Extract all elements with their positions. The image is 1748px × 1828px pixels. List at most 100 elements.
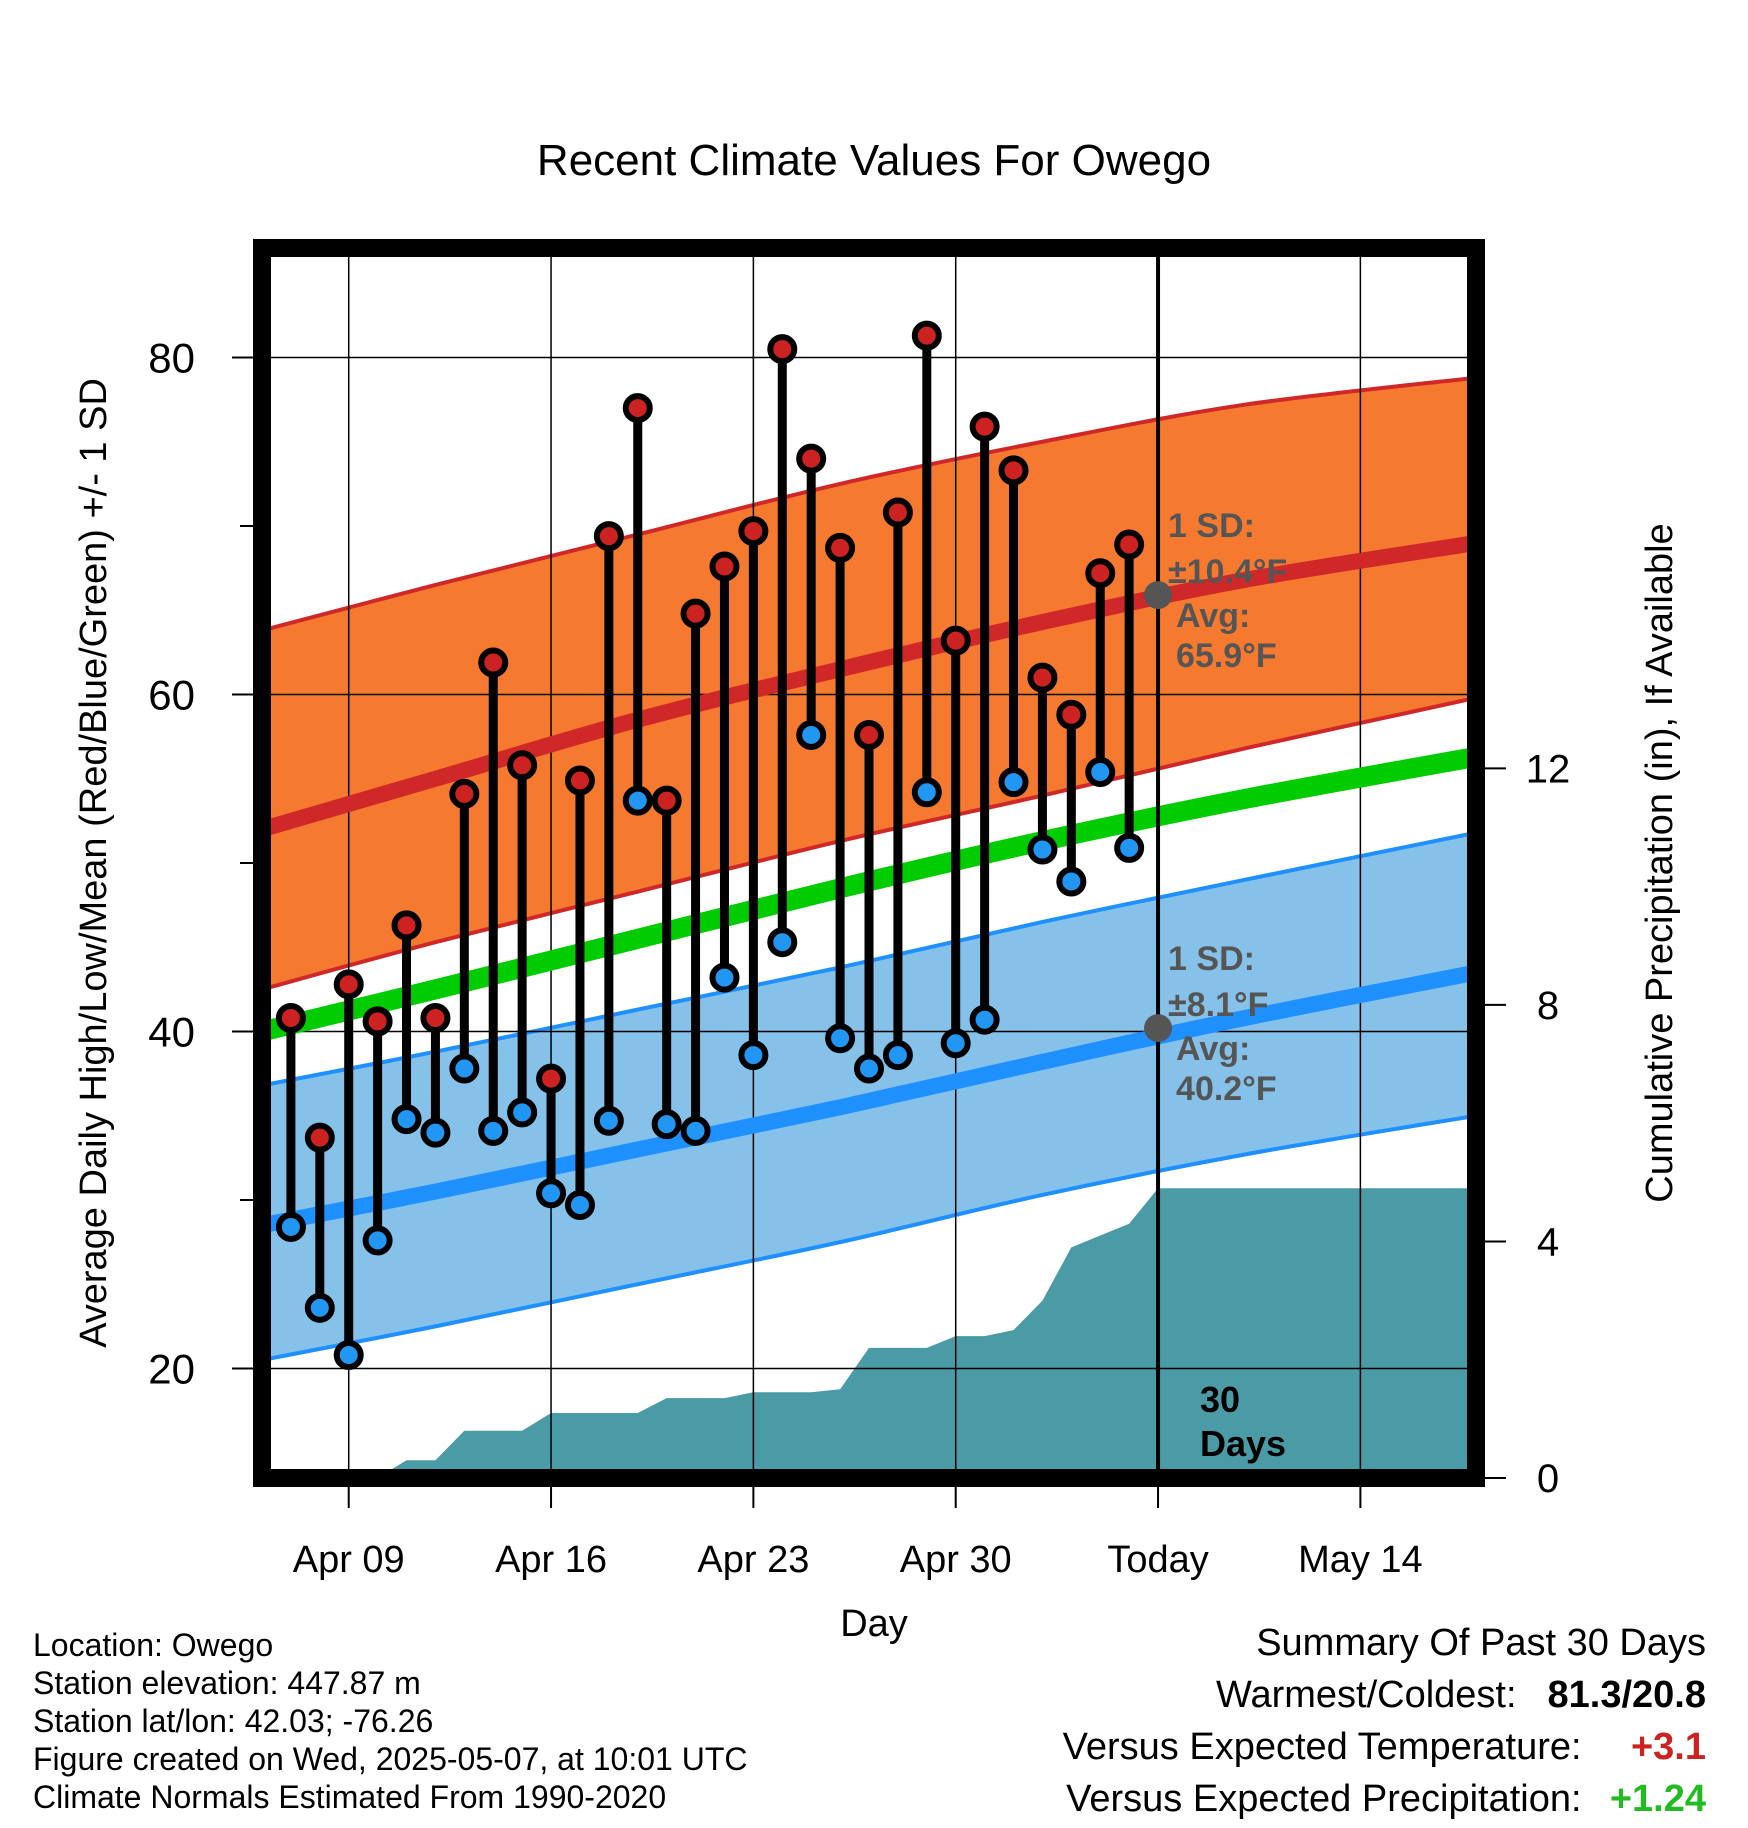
precipitation-area bbox=[262, 1188, 1476, 1478]
low-point bbox=[1056, 866, 1087, 897]
low-point bbox=[854, 1053, 884, 1084]
y-axis-label: Average Daily High/Low/Mean (Red/Blue/Gr… bbox=[73, 378, 115, 1348]
high-point bbox=[478, 647, 509, 678]
temperature-anomaly-label: Versus Expected Temperature: bbox=[1062, 1726, 1582, 1768]
high-point bbox=[680, 598, 711, 629]
high-point bbox=[420, 1003, 451, 1034]
high-point bbox=[709, 551, 740, 582]
high-point bbox=[449, 778, 480, 809]
high-point bbox=[304, 1122, 335, 1153]
high-point bbox=[622, 393, 653, 424]
high-annotation-2: ±10.4°F bbox=[1168, 553, 1287, 591]
y-tick-label: 60 bbox=[148, 672, 195, 719]
high-point bbox=[911, 320, 942, 351]
y2-tick-label: 0 bbox=[1537, 1457, 1559, 1501]
summary-title-text: Summary Of Past 30 Days bbox=[1256, 1622, 1706, 1664]
high-point bbox=[998, 455, 1029, 486]
low-point bbox=[1027, 834, 1058, 865]
high-annotation-1: 1 SD: bbox=[1168, 507, 1255, 545]
temperature-anomaly-value: +3.1 bbox=[1630, 1726, 1706, 1768]
y2-axis-label: Cumulative Precipitation (in), If Availa… bbox=[1639, 523, 1681, 1202]
warmest-coldest-value: 81.3/20.8 bbox=[1547, 1674, 1706, 1716]
low-point bbox=[767, 927, 798, 958]
warmest-coldest-label: Warmest/Coldest: bbox=[1215, 1674, 1517, 1716]
info-elevation: Station elevation: 447.87 m bbox=[33, 1665, 421, 1701]
high-point bbox=[1056, 699, 1087, 730]
low-point bbox=[333, 1340, 364, 1370]
low-point bbox=[275, 1211, 306, 1242]
low-point bbox=[998, 767, 1029, 798]
x-tick-label: May 14 bbox=[1298, 1539, 1423, 1581]
x-tick-label: Apr 23 bbox=[697, 1539, 809, 1581]
low-sd-band-lower-edge bbox=[262, 1113, 1476, 1363]
low-normal-line bbox=[262, 964, 1476, 1234]
low-point bbox=[680, 1115, 711, 1146]
info-location: Location: Owego bbox=[33, 1627, 274, 1663]
high-point bbox=[1085, 558, 1116, 589]
low-point bbox=[622, 785, 653, 816]
high-annotation-4: 65.9°F bbox=[1176, 637, 1277, 675]
daily-observations bbox=[275, 320, 1145, 1370]
low-point bbox=[969, 1004, 1000, 1035]
high-sd-band-upper-edge bbox=[262, 375, 1476, 633]
high-point bbox=[940, 625, 971, 656]
summary-temperature-row: Versus Expected Temperature: +3.1 bbox=[1063, 1726, 1706, 1769]
low-annotation-4: 40.2°F bbox=[1176, 1070, 1277, 1108]
plot-frame bbox=[253, 239, 1485, 1487]
high-avg-dot bbox=[1144, 581, 1173, 610]
low-avg-dot bbox=[1144, 1014, 1173, 1043]
summary-title: Summary Of Past 30 Days bbox=[1256, 1622, 1706, 1665]
high-point bbox=[362, 1006, 393, 1037]
low-point bbox=[362, 1225, 393, 1256]
high-point bbox=[767, 334, 798, 365]
high-point bbox=[825, 532, 856, 563]
low-annotation-3: Avg: bbox=[1176, 1030, 1250, 1068]
y-tick-label: 40 bbox=[148, 1008, 195, 1055]
low-point bbox=[1085, 757, 1116, 788]
low-point bbox=[940, 1028, 971, 1059]
plot-area bbox=[262, 248, 1476, 1478]
low-point bbox=[825, 1023, 856, 1054]
low-annotation-1: 1 SD: bbox=[1168, 940, 1255, 978]
high-point bbox=[651, 785, 682, 816]
high-point bbox=[882, 497, 913, 528]
low-annotation-2: ±8.1°F bbox=[1168, 986, 1268, 1024]
precipitation-area-group bbox=[262, 1188, 1476, 1478]
summary-precipitation-row: Versus Expected Precipitation: +1.24 bbox=[1066, 1778, 1706, 1821]
low-point bbox=[564, 1190, 595, 1221]
high-point bbox=[275, 1003, 306, 1034]
low-point bbox=[738, 1040, 769, 1071]
high-point bbox=[1027, 662, 1058, 693]
low-point bbox=[593, 1105, 624, 1136]
info-normals: Climate Normals Estimated From 1990-2020 bbox=[33, 1779, 667, 1815]
high-point bbox=[564, 765, 595, 796]
low-point bbox=[391, 1104, 422, 1135]
high-point bbox=[333, 969, 364, 1000]
x-tick-label: Apr 30 bbox=[900, 1539, 1012, 1581]
today-days-label-2: Days bbox=[1200, 1423, 1286, 1464]
low-point bbox=[536, 1178, 567, 1209]
y2-tick-label: 4 bbox=[1537, 1220, 1559, 1264]
today-days-label-1: 30 bbox=[1200, 1379, 1240, 1420]
high-point bbox=[1114, 529, 1145, 560]
x-tick-label: Apr 09 bbox=[293, 1539, 405, 1581]
low-point bbox=[882, 1040, 913, 1071]
high-annotation-3: Avg: bbox=[1176, 597, 1250, 635]
x-tick-label: Today bbox=[1107, 1539, 1208, 1581]
low-point bbox=[651, 1109, 682, 1140]
high-point bbox=[854, 719, 884, 750]
precipitation-anomaly-label: Versus Expected Precipitation: bbox=[1066, 1778, 1582, 1820]
y-tick-label: 80 bbox=[148, 335, 195, 382]
axes: Apr 09 Apr 16 Apr 23 Apr 30 Today May 1420406… bbox=[148, 335, 1570, 1581]
low-point bbox=[796, 719, 827, 750]
low-point bbox=[507, 1097, 538, 1128]
info-created: Figure created on Wed, 2025-05-07, at 10… bbox=[33, 1741, 748, 1777]
y-tick-label: 20 bbox=[148, 1345, 195, 1392]
chart-title: Recent Climate Values For Owego bbox=[537, 136, 1211, 185]
x-axis-label: Day bbox=[840, 1603, 908, 1645]
low-point bbox=[449, 1053, 480, 1084]
summary-warmest-row: Warmest/Coldest: 81.3/20.8 bbox=[1216, 1674, 1706, 1717]
high-point bbox=[507, 750, 538, 781]
